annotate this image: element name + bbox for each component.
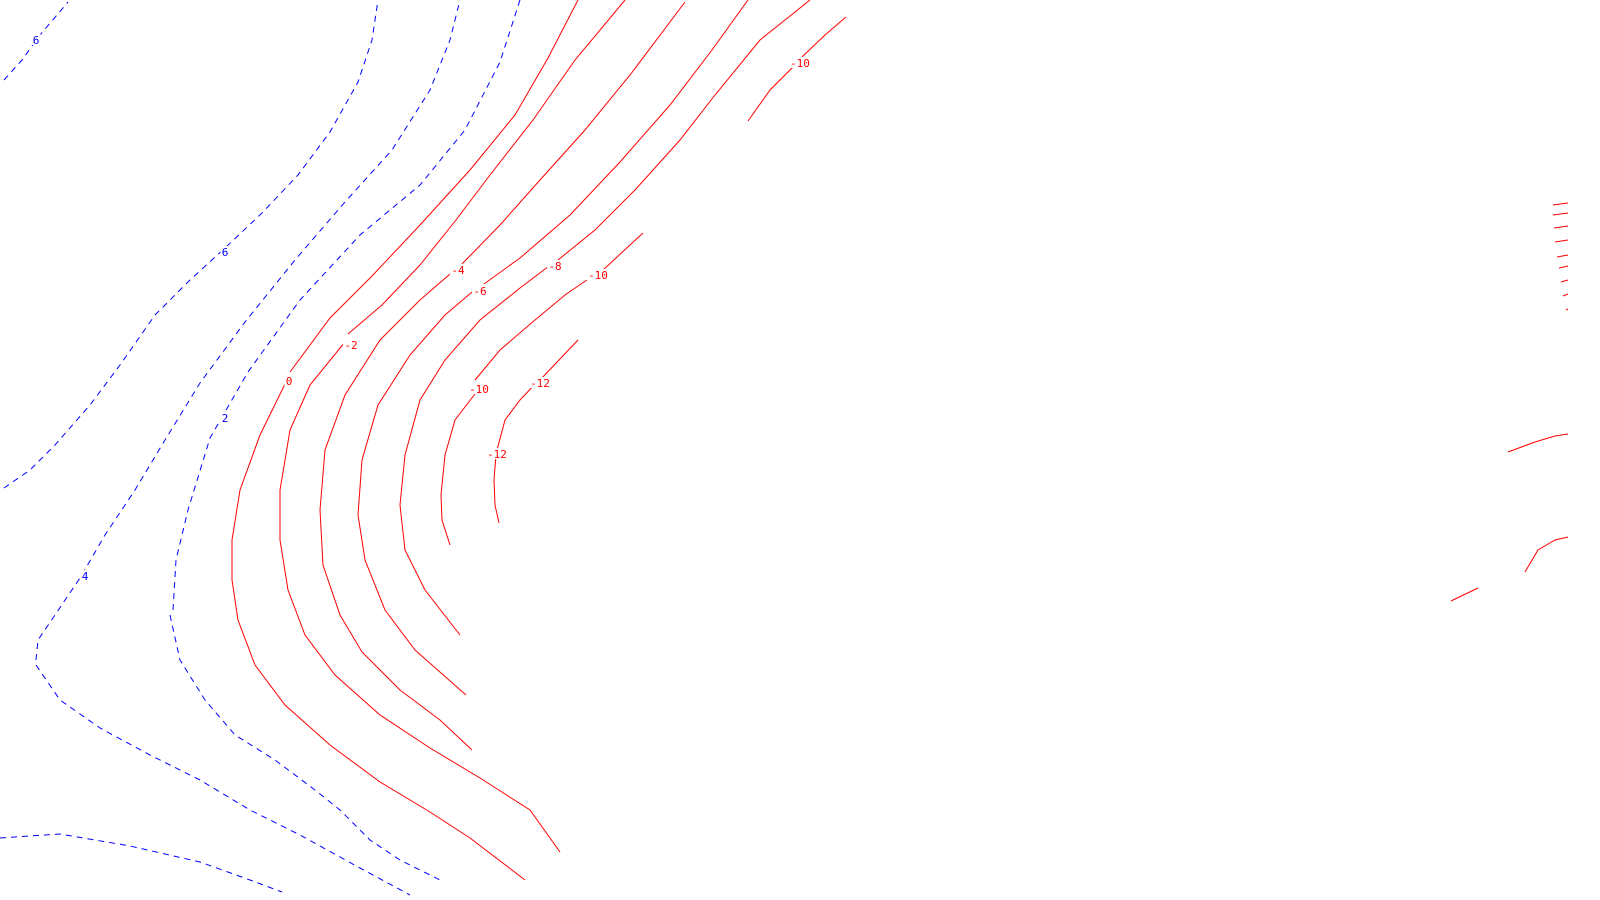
contour-label: -12: [487, 448, 507, 461]
negative-contour-line: [1556, 254, 1569, 258]
negative-contour-line: [801, 16, 847, 58]
positive-contour-line: [169, 614, 441, 881]
negative-contour-line: [289, 0, 579, 373]
contour-label: 0: [286, 375, 293, 388]
negative-contour-line: [1560, 279, 1569, 283]
positive-contour-line: [35, 664, 411, 896]
contour-label: -6: [473, 285, 486, 298]
positive-contour-line: [3, 0, 379, 489]
contour-label: -10: [469, 383, 489, 396]
negative-contour-line: [461, 1, 686, 265]
contour-label-background: [547, 260, 563, 271]
positive-contour-line: [3, 1, 69, 81]
negative-contour-line: [1562, 293, 1569, 297]
positive-contour-line: [35, 0, 461, 661]
contour-label-background: [31, 34, 41, 45]
contour-label-background: [284, 375, 294, 386]
contour-label-background: [343, 339, 359, 350]
contour-label: -8: [548, 260, 561, 273]
negative-contour-line: [602, 232, 644, 271]
contour-label: 6: [222, 246, 229, 259]
contour-label: 6: [33, 34, 40, 47]
negative-contour-line: [1552, 202, 1569, 206]
negative-contour-line: [399, 262, 554, 636]
contour-label: -12: [530, 377, 550, 390]
negative-contour-line: [319, 267, 473, 751]
negative-contour-line: [1552, 212, 1569, 216]
negative-contour-line: [557, 0, 811, 261]
contour-label-group: 6 6 2 4 0 -2 -4 -6 -8 -10 -10 -10 -12 -12: [31, 34, 812, 583]
negative-contour-line: [347, 0, 626, 335]
contour-label-background: [220, 412, 230, 423]
contour-label: -2: [344, 339, 357, 352]
negative-contour-line: [1524, 536, 1569, 573]
contour-label: 4: [82, 570, 89, 583]
contour-label: -4: [451, 264, 465, 277]
negative-contour-line: [279, 341, 561, 853]
negative-contour-line: [1554, 239, 1569, 243]
negative-contour-line: [747, 59, 801, 122]
contour-label-background: [220, 246, 230, 257]
contour-label-background: [467, 383, 491, 394]
contour-label-background: [472, 285, 488, 296]
contour-label-background: [80, 570, 90, 581]
negative-contour-line: [1565, 308, 1569, 311]
contour-label: 2: [222, 412, 229, 425]
negative-contour-line: [357, 286, 479, 696]
negative-contour-group: [231, 0, 1569, 881]
contour-label-background: [450, 264, 466, 275]
negative-contour-line: [1507, 433, 1569, 453]
positive-contour-line: [172, 0, 521, 611]
negative-contour-line: [493, 454, 500, 524]
contour-label-background: [528, 377, 552, 388]
contour-label-background: [586, 269, 610, 280]
negative-contour-line: [496, 381, 538, 451]
negative-contour-line: [1558, 265, 1569, 269]
negative-contour-line: [1553, 225, 1569, 229]
negative-contour-line: [483, 0, 749, 285]
negative-contour-line: [474, 272, 598, 381]
negative-contour-line: [440, 389, 479, 546]
negative-contour-line: [1450, 587, 1479, 602]
positive-contour-group: [0, 0, 521, 896]
contour-label-background: [788, 57, 812, 68]
positive-contour-line: [0, 833, 283, 893]
contour-label-background: [485, 448, 509, 459]
contour-label: -10: [790, 57, 810, 70]
contour-label: -10: [588, 269, 608, 282]
negative-contour-line: [539, 339, 579, 381]
negative-contour-line: [231, 379, 526, 881]
